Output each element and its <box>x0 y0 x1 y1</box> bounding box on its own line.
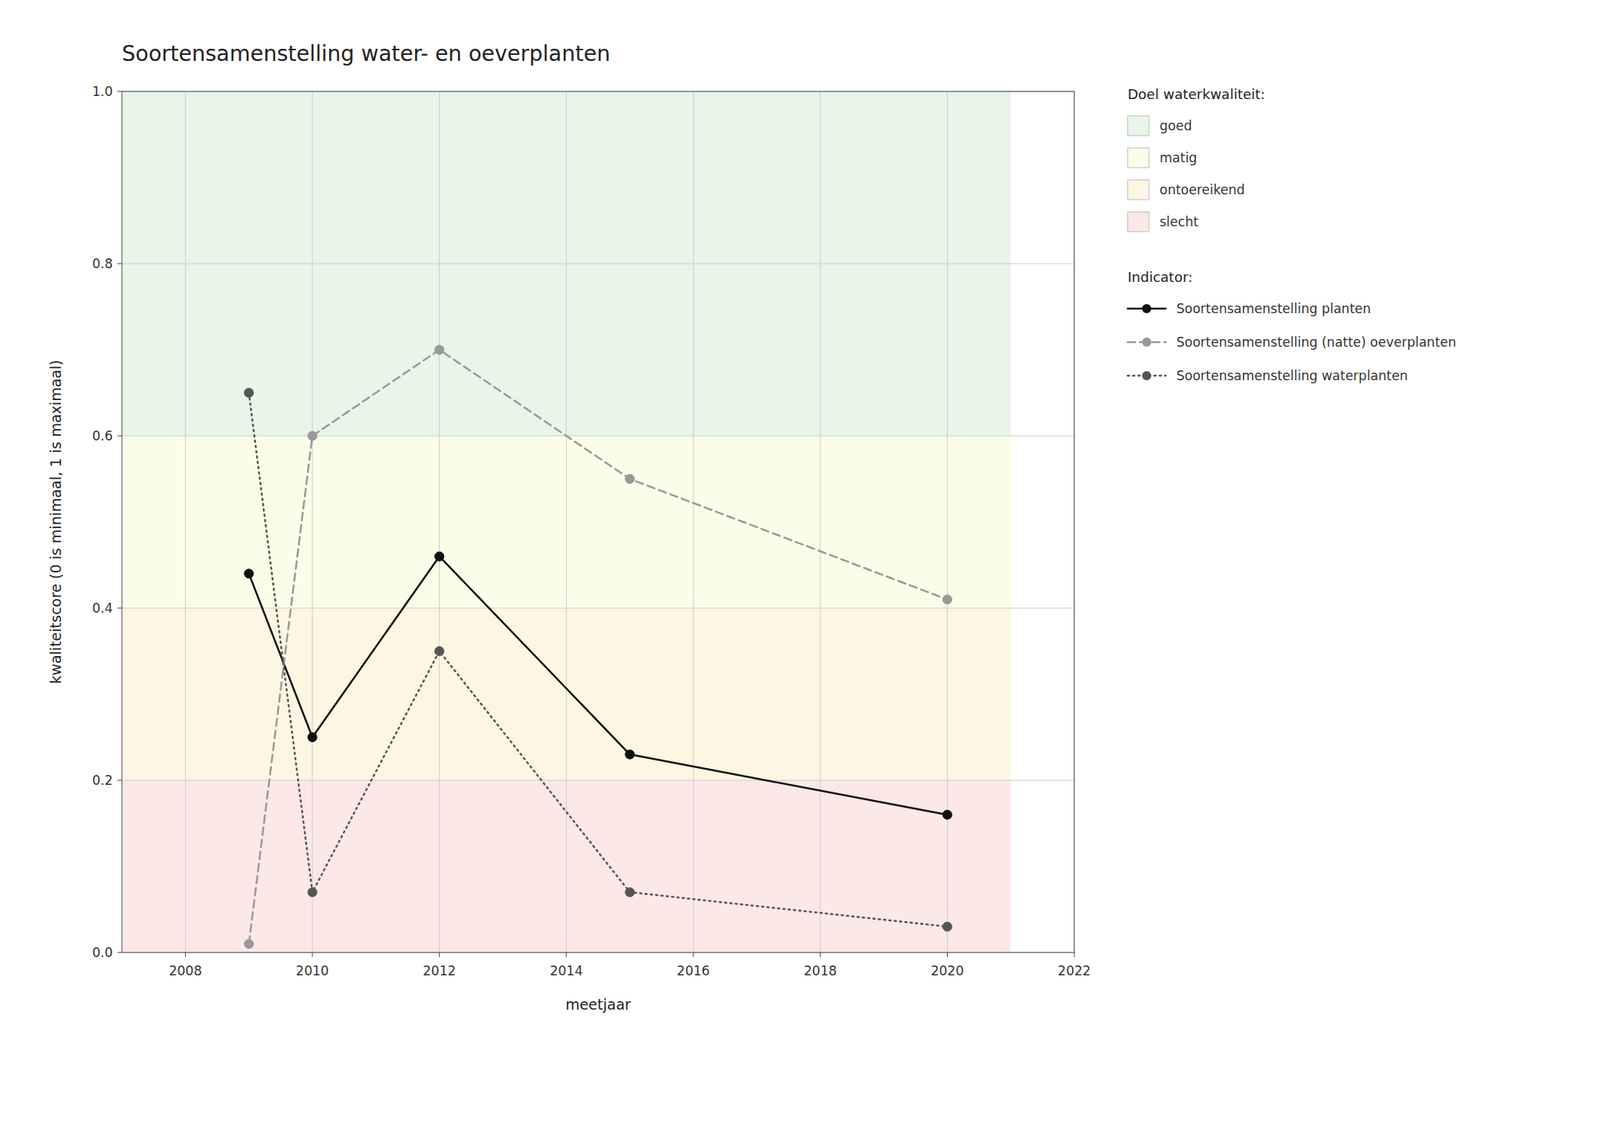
tick-x <box>438 952 440 957</box>
legend-label: goed <box>1159 118 1192 134</box>
series-point <box>307 887 317 897</box>
grid-line-y <box>121 780 1075 781</box>
tick-y <box>117 780 122 781</box>
grid-line-y <box>121 263 1075 265</box>
chart: Soortensamenstelling water- en oeverplan… <box>0 0 1600 1143</box>
grid-line-y <box>121 608 1075 609</box>
legend-swatch <box>1127 211 1149 232</box>
grid-line-x <box>819 91 821 953</box>
legend-swatch <box>1127 115 1149 136</box>
legend-marker <box>1142 371 1152 381</box>
series-point <box>625 887 635 897</box>
legend-label: matig <box>1159 150 1197 166</box>
series-point <box>244 939 254 949</box>
tick-y <box>117 435 122 437</box>
plot-frame <box>121 91 1075 953</box>
series-point <box>625 474 635 484</box>
tick-y <box>117 263 122 265</box>
tick-label-x: 2020 <box>931 963 964 979</box>
legend-label: slecht <box>1159 214 1199 230</box>
tick-y <box>117 91 122 93</box>
bands <box>121 91 1012 953</box>
tick-label-y: 0.4 <box>92 600 113 616</box>
tick-label-y: 0.2 <box>92 772 113 788</box>
grid <box>121 91 1075 953</box>
series-point <box>942 921 952 932</box>
tick-label-x: 2010 <box>295 963 329 979</box>
legend-swatch <box>1127 147 1149 168</box>
tick-x <box>312 952 314 957</box>
series-point <box>244 569 254 579</box>
series-line <box>249 349 948 944</box>
tick-label-x: 2016 <box>676 963 710 979</box>
tick-x <box>693 952 695 957</box>
y-axis-label: kwaliteitscore (0 is minimaal, 1 is maxi… <box>47 359 64 684</box>
x-axis-label: meetjaar <box>565 995 631 1013</box>
grid-line-y <box>121 435 1075 437</box>
series-point <box>942 809 952 820</box>
legend: Doel waterkwaliteit: goed matig ontoereiken… <box>1127 86 1456 384</box>
tick-y <box>117 608 122 609</box>
tick-x <box>566 952 567 957</box>
tick-label-y: 1.0 <box>92 83 113 100</box>
series-point <box>244 388 254 398</box>
tick-x <box>1074 952 1076 957</box>
series-point <box>307 732 317 743</box>
legend-label: Soortensamenstelling (natte) oeverplante… <box>1176 334 1456 350</box>
tick-y <box>117 952 122 954</box>
legend-swatch <box>1127 179 1149 200</box>
legend-title: Indicator: <box>1127 268 1193 285</box>
series-point <box>435 551 445 561</box>
tick-label-x: 2008 <box>169 963 202 979</box>
grid-line-x <box>693 91 695 953</box>
legend-marker <box>1142 304 1152 314</box>
tick-x <box>947 952 948 957</box>
series-line <box>249 556 948 815</box>
grid-line-x <box>947 91 948 953</box>
title: Soortensamenstelling water- en oeverplan… <box>121 41 611 67</box>
tick-label-x: 2014 <box>550 963 583 979</box>
series-point <box>942 595 952 605</box>
tick-label-x: 2018 <box>803 963 837 979</box>
grid-line-x <box>312 91 314 953</box>
axes: 0.0 0.2 0.4 0.6 0.8 1.0 2008 2010 2012 2014 2016 20… <box>92 83 1092 979</box>
series-point <box>435 646 445 656</box>
series-line <box>249 393 948 928</box>
legend-label: Soortensamenstelling planten <box>1176 300 1371 317</box>
grid-line-x <box>566 91 567 953</box>
series-point <box>625 749 635 759</box>
grid-line-x <box>438 91 440 953</box>
tick-x <box>819 952 821 957</box>
tick-label-y: 0.6 <box>92 428 113 444</box>
tick-label-x: 2022 <box>1057 963 1091 979</box>
tick-label-y: 0.0 <box>92 944 113 960</box>
series-group <box>244 345 953 949</box>
tick-x <box>185 952 186 957</box>
tick-label-y: 0.8 <box>92 256 113 272</box>
tick-label-x: 2012 <box>422 963 456 979</box>
grid-line-x <box>185 91 186 953</box>
legend-marker <box>1142 337 1152 347</box>
legend-label: Soortensamenstelling waterplanten <box>1176 368 1408 384</box>
series-point <box>435 345 445 355</box>
legend-label: ontoereikend <box>1159 182 1245 198</box>
series-point <box>307 431 317 441</box>
legend-title: Doel waterkwaliteit: <box>1127 86 1265 103</box>
